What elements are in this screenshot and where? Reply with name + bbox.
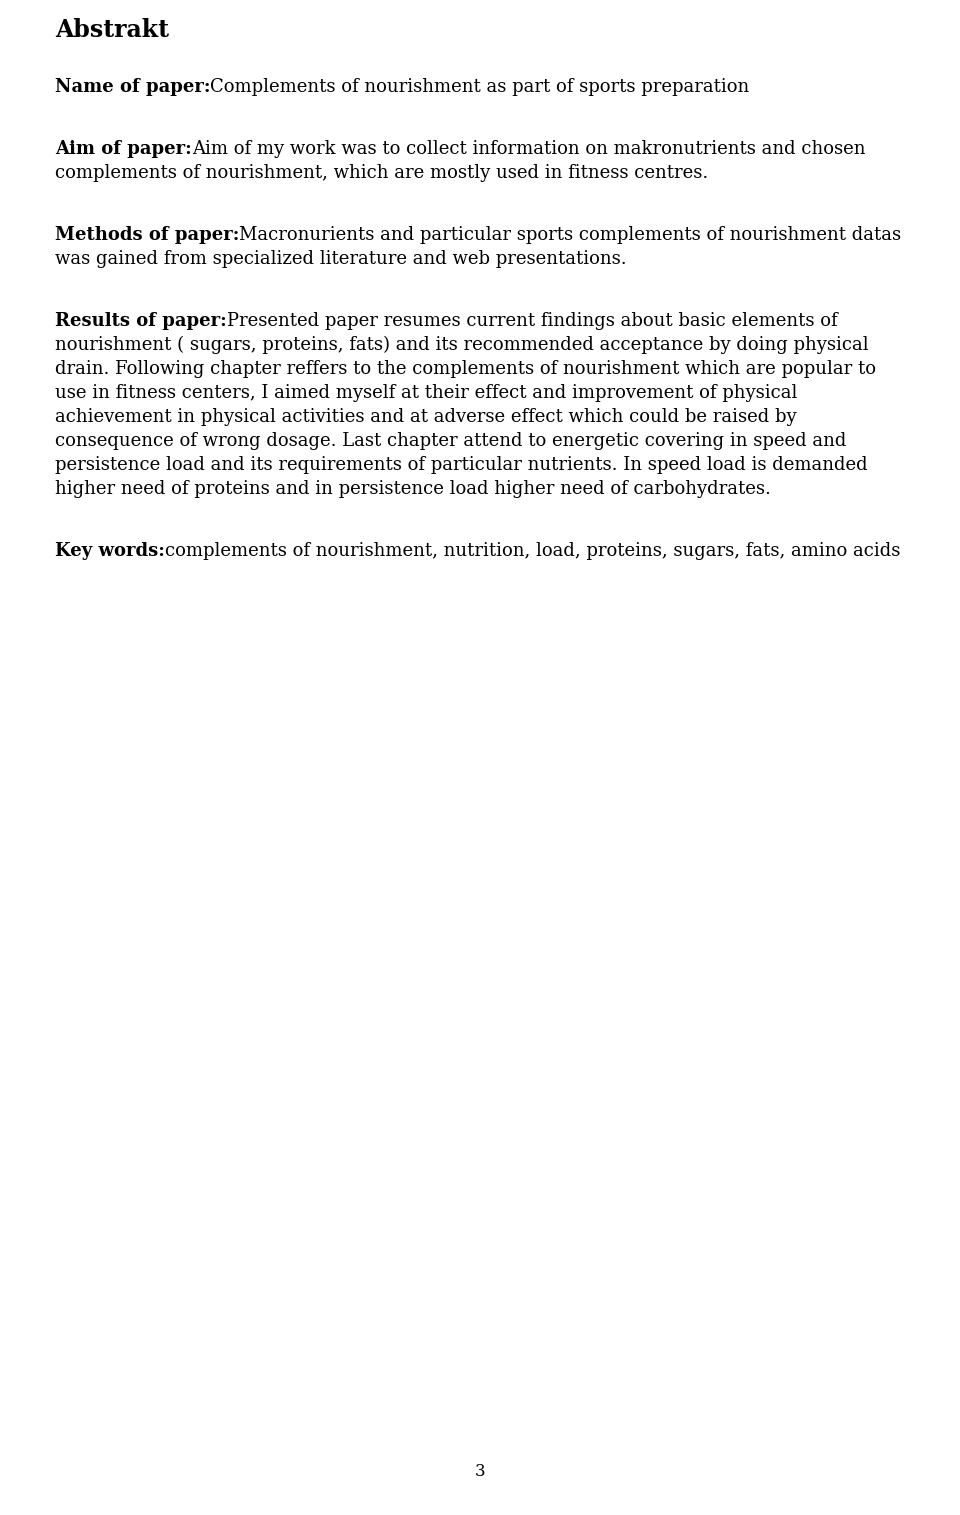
Text: Name of paper:: Name of paper: xyxy=(55,77,210,95)
Text: nourishment ( sugars, proteins, fats) and its recommended acceptance by doing ph: nourishment ( sugars, proteins, fats) an… xyxy=(55,336,869,355)
Text: Presented paper resumes current findings about basic elements of: Presented paper resumes current findings… xyxy=(227,312,837,330)
Text: persistence load and its requirements of particular nutrients. In speed load is : persistence load and its requirements of… xyxy=(55,456,868,474)
Text: Key words:: Key words: xyxy=(55,542,165,561)
Text: Complements of nourishment as part of sports preparation: Complements of nourishment as part of sp… xyxy=(210,77,750,95)
Text: complements of nourishment, which are mostly used in fitness centres.: complements of nourishment, which are mo… xyxy=(55,164,708,182)
Text: achievement in physical activities and at adverse effect which could be raised b: achievement in physical activities and a… xyxy=(55,408,797,426)
Text: was gained from specialized literature and web presentations.: was gained from specialized literature a… xyxy=(55,250,627,268)
Text: Abstrakt: Abstrakt xyxy=(55,18,169,42)
Text: Aim of paper:: Aim of paper: xyxy=(55,139,192,158)
Text: use in fitness centers, I aimed myself at their effect and improvement of physic: use in fitness centers, I aimed myself a… xyxy=(55,383,798,401)
Text: complements of nourishment, nutrition, load, proteins, sugars, fats, amino acids: complements of nourishment, nutrition, l… xyxy=(165,542,900,561)
Text: Methods of paper:: Methods of paper: xyxy=(55,226,239,244)
Text: 3: 3 xyxy=(474,1463,486,1480)
Text: drain. Following chapter reffers to the complements of nourishment which are pop: drain. Following chapter reffers to the … xyxy=(55,361,876,379)
Text: Macronurients and particular sports complements of nourishment datas: Macronurients and particular sports comp… xyxy=(239,226,901,244)
Text: consequence of wrong dosage. Last chapter attend to energetic covering in speed : consequence of wrong dosage. Last chapte… xyxy=(55,432,847,450)
Text: Results of paper:: Results of paper: xyxy=(55,312,227,330)
Text: higher need of proteins and in persistence load higher need of carbohydrates.: higher need of proteins and in persisten… xyxy=(55,480,771,498)
Text: Aim of my work was to collect information on makronutrients and chosen: Aim of my work was to collect informatio… xyxy=(192,139,865,158)
